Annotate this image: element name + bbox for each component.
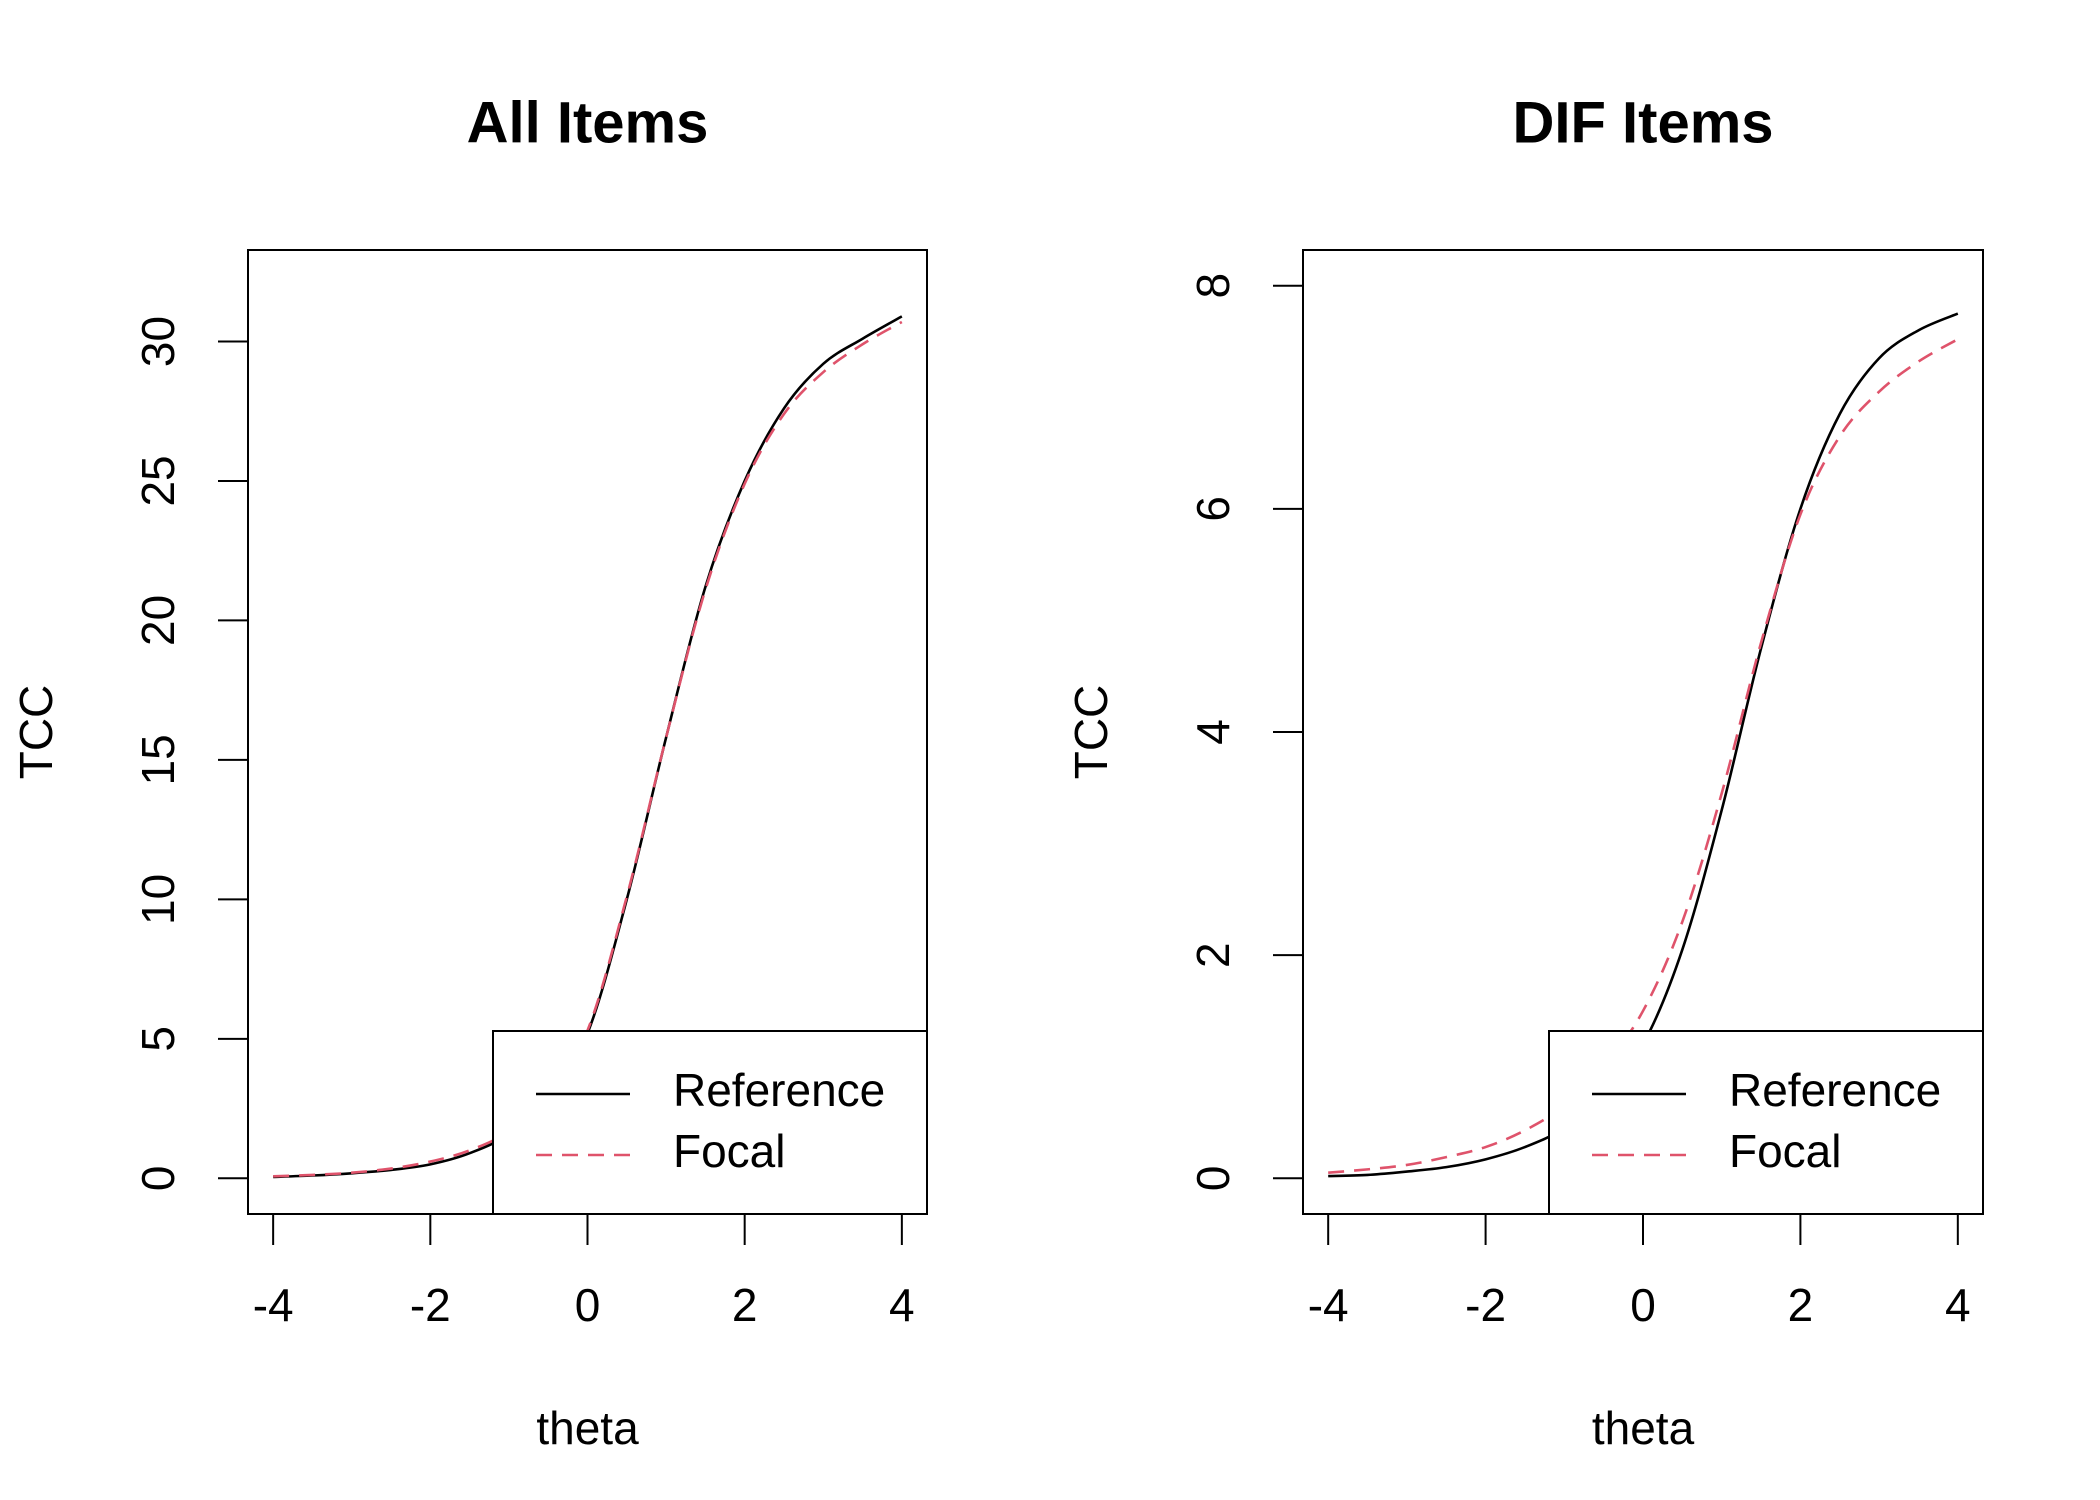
y-tick-label: 6 (1187, 496, 1239, 522)
chart-title: DIF Items (1512, 90, 1773, 155)
y-tick-label: 20 (132, 595, 184, 646)
x-tick-label: -2 (410, 1279, 451, 1331)
legend-label: Reference (673, 1064, 885, 1116)
y-axis-label: TCC (1065, 685, 1117, 780)
y-tick-label: 15 (132, 734, 184, 785)
y-axis-label: TCC (10, 685, 62, 780)
legend: Reference Focal (492, 1030, 928, 1215)
y-tick-label: 0 (1187, 1165, 1239, 1191)
x-tick-label: 2 (732, 1279, 758, 1331)
x-tick-label: 2 (1788, 1279, 1814, 1331)
series-line (273, 320, 903, 1178)
legend-box (1548, 1030, 1984, 1215)
panel: All Items theta TCC -4 -2 0 2 4 0 5 10 15 20 25 30 Refe… (10, 90, 928, 1454)
y-tick-label: 25 (132, 455, 184, 506)
x-tick-label: 4 (889, 1279, 915, 1331)
y-tick-label: 5 (132, 1026, 184, 1052)
y-tick-label: 30 (132, 316, 184, 367)
panel: DIF Items theta TCC -4 -2 0 2 4 0 2 4 6 8 Reference Fo… (1065, 90, 1984, 1454)
y-tick-label: 8 (1187, 273, 1239, 299)
legend-label: Focal (1729, 1125, 1841, 1177)
x-tick-label: 4 (1945, 1279, 1971, 1331)
x-axis-label: theta (536, 1402, 639, 1454)
x-tick-label: 0 (1630, 1279, 1656, 1331)
x-tick-label: -4 (1308, 1279, 1349, 1331)
legend-box (492, 1030, 928, 1215)
legend-label: Reference (1729, 1064, 1941, 1116)
chart-title: All Items (467, 90, 709, 155)
legend-label: Focal (673, 1125, 785, 1177)
series-line (1328, 338, 1959, 1175)
x-tick-label: -2 (1465, 1279, 1506, 1331)
x-tick-label: -4 (253, 1279, 294, 1331)
y-tick-label: 4 (1187, 719, 1239, 745)
y-tick-label: 2 (1187, 942, 1239, 968)
legend: Reference Focal (1548, 1030, 1984, 1215)
y-tick-label: 10 (132, 874, 184, 925)
series-line (1328, 312, 1959, 1178)
x-tick-label: 0 (575, 1279, 601, 1331)
x-axis-label: theta (1592, 1402, 1695, 1454)
y-tick-label: 0 (132, 1165, 184, 1191)
